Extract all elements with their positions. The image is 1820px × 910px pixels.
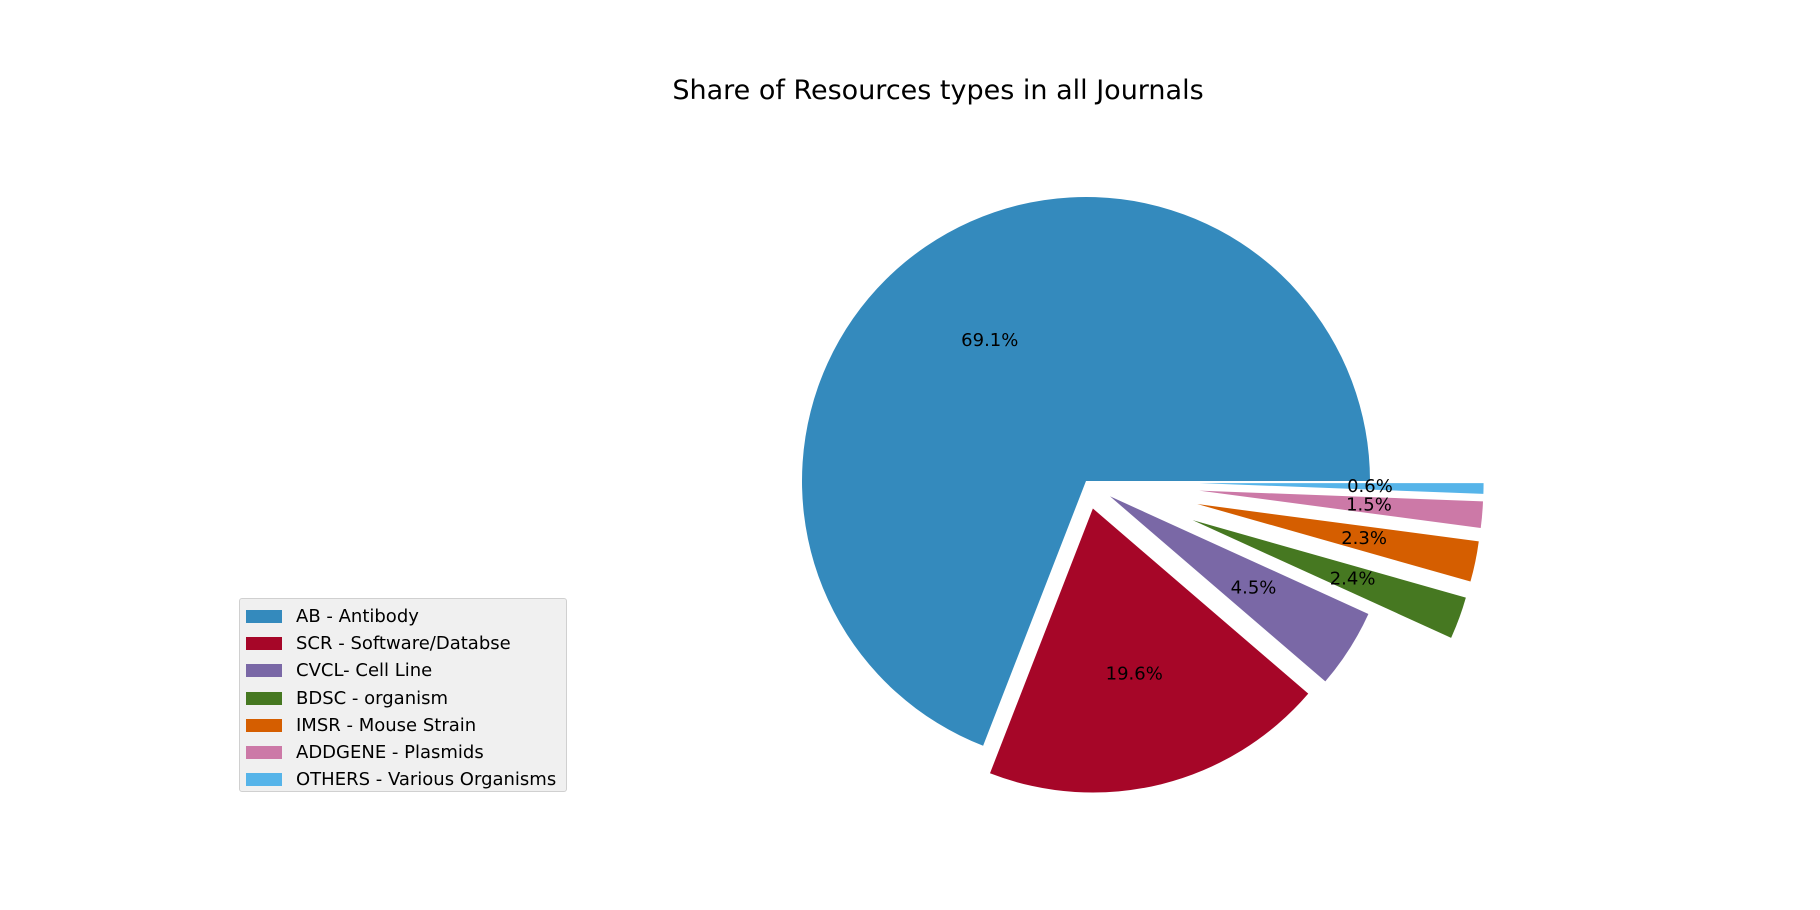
- legend-item: CVCL- Cell Line: [246, 657, 560, 684]
- slice-value-label-4: 2.3%: [1341, 528, 1387, 549]
- legend-label: ADDGENE - Plasmids: [296, 742, 484, 764]
- legend-swatch: [246, 610, 282, 624]
- legend-swatch: [246, 746, 282, 760]
- legend-label: SCR - Software/Databse: [296, 633, 511, 655]
- legend-label: OTHERS - Various Organisms: [296, 769, 557, 791]
- pie-slice-0: [802, 197, 1370, 746]
- slice-value-label-6: 0.6%: [1347, 476, 1393, 497]
- legend-item: AB - Antibody: [246, 603, 560, 630]
- chart-legend: AB - Antibody SCR - Software/Databse CVCL-…: [239, 598, 567, 792]
- pie-slice-1: [990, 508, 1309, 793]
- pie-slice-6: [1199, 483, 1484, 494]
- legend-item: SCR - Software/Databse: [246, 630, 560, 657]
- chart-title: Share of Resources types in all Journals: [672, 75, 1203, 106]
- slice-value-label-0: 69.1%: [961, 330, 1018, 351]
- slice-value-label-3: 2.4%: [1330, 568, 1376, 589]
- legend-label: IMSR - Mouse Strain: [296, 714, 477, 736]
- legend-label: BDSC - organism: [296, 687, 449, 709]
- slice-value-label-1: 19.6%: [1106, 663, 1163, 684]
- legend-swatch: [246, 773, 282, 787]
- legend-item: IMSR - Mouse Strain: [246, 712, 560, 739]
- legend-item: BDSC - organism: [246, 685, 560, 712]
- legend-swatch: [246, 718, 282, 732]
- legend-label: AB - Antibody: [296, 606, 419, 628]
- slice-value-label-2: 4.5%: [1231, 578, 1277, 599]
- legend-swatch: [246, 664, 282, 678]
- legend-swatch: [246, 691, 282, 705]
- legend-label: CVCL- Cell Line: [296, 660, 433, 682]
- slice-value-label-5: 1.5%: [1346, 495, 1392, 516]
- pie-slice-5: [1199, 490, 1483, 528]
- pie-slice-4: [1197, 504, 1479, 582]
- pie-slice-labels: 69.1% 19.6% 4.5% 2.4% 2.3% 1.5%0.6%: [961, 330, 1393, 684]
- pie-slice-3: [1192, 520, 1466, 638]
- pie-slices: [802, 197, 1484, 793]
- pie-slice-2: [1109, 496, 1369, 682]
- legend-swatch: [246, 637, 282, 651]
- legend-item: OTHERS - Various Organisms: [246, 766, 560, 793]
- legend-item: ADDGENE - Plasmids: [246, 739, 560, 766]
